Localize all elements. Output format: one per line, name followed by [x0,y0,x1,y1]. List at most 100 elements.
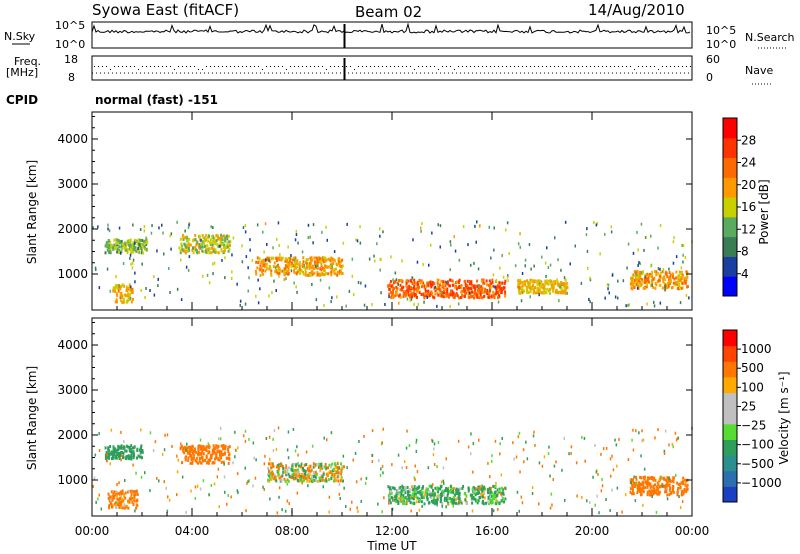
data-cell [485,501,487,505]
scatter-cell [244,466,246,470]
data-cell [130,447,133,451]
data-cell [544,280,547,284]
data-cell [201,447,204,451]
data-cell [500,291,503,294]
scatter-cell [493,226,495,230]
data-cell [288,263,291,267]
data-cell [136,456,138,460]
data-cell [201,456,204,460]
data-cell [298,260,301,264]
freq-point [450,66,451,67]
data-cell [459,499,462,503]
scatter-cell [176,454,178,458]
scatter-cell [359,241,362,245]
data-cell [493,295,496,299]
data-cell [502,491,504,495]
scatter-cell [506,275,509,279]
scatter-cell [248,276,250,280]
data-cell [296,462,299,466]
data-cell [398,486,401,490]
data-cell [283,271,286,275]
data-cell [203,446,206,450]
data-cell [416,295,418,299]
scatter-cell [124,479,126,482]
data-cell [204,249,207,253]
data-cell [649,490,652,494]
data-cell [686,285,689,289]
freq-panel-frame [91,55,693,81]
data-cell [301,264,304,268]
data-cell [285,271,288,275]
scatter-cell [488,225,490,229]
scatter-cell [519,245,521,249]
data-cell [128,448,131,452]
data-cell [651,270,654,274]
data-cell [188,248,191,252]
data-cell [287,272,290,276]
data-cell [110,243,113,247]
scatter-cell [570,445,573,449]
data-cell [416,280,419,284]
data-cell [440,294,443,298]
data-cell [529,290,532,294]
freq-bottom-tick: 8 [68,71,75,84]
data-cell [654,286,657,290]
scatter-cell [454,249,457,253]
data-cell [119,454,122,458]
data-cell [281,269,284,273]
data-cell [657,492,660,496]
data-cell [656,481,659,485]
data-cell [630,280,633,284]
data-cell [310,468,313,472]
freq-point [574,66,575,67]
data-cell [451,499,454,503]
data-cell [185,455,188,459]
data-cell [136,504,139,507]
data-cell [114,493,117,497]
scatter-cell [586,227,588,231]
data-cell [543,286,545,290]
scatter-cell [497,300,500,304]
scatter-cell [349,507,351,511]
data-cell [675,280,678,284]
data-cell [480,493,483,496]
data-cell [107,492,110,496]
scatter-cell [338,482,341,486]
data-cell [501,497,504,500]
data-cell [322,259,325,263]
data-cell [657,490,660,494]
scatter-cell [517,435,520,439]
data-cell [120,446,123,450]
data-cell [275,256,278,260]
data-cell [455,292,458,296]
scatter-cell [143,229,146,233]
data-cell [333,259,336,263]
data-cell [221,243,224,246]
data-cell [141,450,144,454]
data-cell [450,500,453,504]
data-cell [563,282,566,286]
data-cell [629,487,632,491]
data-cell [500,486,503,490]
data-cell [494,484,497,488]
station-title: Syowa East (fitACF) [92,1,239,19]
data-cell [562,291,565,295]
scatter-cell [186,442,188,446]
data-cell [669,486,671,490]
data-cell [106,243,109,247]
data-cell [669,273,672,277]
data-cell [213,461,216,465]
freq-point [478,66,479,67]
scatter-cell [345,505,347,508]
scatter-cell [632,251,635,255]
scatter-cell [275,289,277,292]
data-cell [650,493,653,497]
freq-point [642,66,643,67]
freq-point [130,66,131,67]
data-cell [327,272,330,276]
data-cell [498,489,501,493]
data-cell [503,500,505,504]
scatter-cell [257,278,259,282]
scatter-cell [589,276,591,280]
